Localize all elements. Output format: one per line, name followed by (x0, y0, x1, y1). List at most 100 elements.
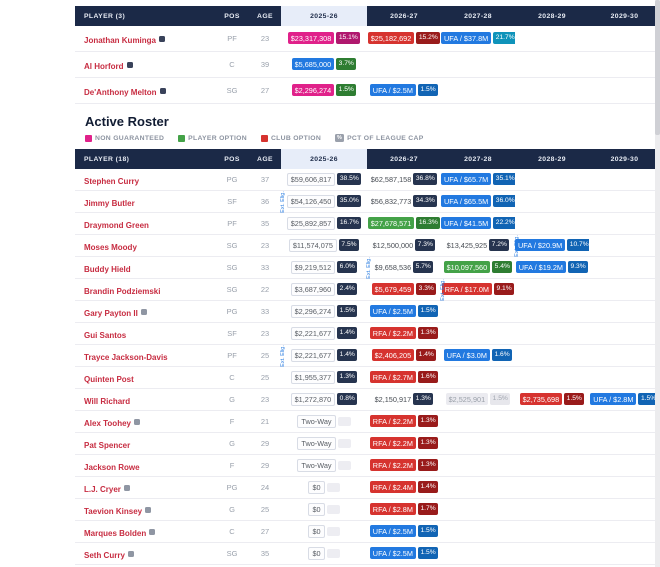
pos-cell: SG (215, 256, 249, 279)
pending-players-table: PLAYER (3) POS AGE 2025-26 2026-27 2027-… (75, 6, 660, 104)
salary-value: $0 (308, 546, 325, 560)
salary-cell-empty (515, 212, 589, 235)
pct-badge: 1.5% (337, 305, 358, 318)
player-link[interactable]: Stephen Curry (84, 176, 140, 186)
player-link[interactable]: Trayce Jackson-Davis (84, 352, 168, 362)
player-cell: Gary Payton II (75, 300, 215, 323)
col-header-player[interactable]: PLAYER (18) (75, 149, 215, 169)
player-link[interactable]: L.J. Cryer (84, 484, 121, 494)
col-header-age[interactable]: AGE (249, 149, 281, 169)
pct-badge: 6.0% (337, 261, 358, 274)
col-header-year-2029-30[interactable]: 2029-30 (589, 149, 660, 169)
player-link[interactable]: Marques Bolden (84, 528, 147, 538)
player-option-swatch (178, 134, 186, 142)
salary-cell-empty (441, 476, 515, 499)
salary-value: Two-Way (297, 436, 336, 450)
player-link[interactable]: Seth Curry (84, 550, 125, 560)
table-row: Gary Payton II PG 33 $2,296,274 1.5% UFA … (75, 300, 660, 323)
salary-value: $25,892,857 (286, 216, 336, 230)
player-link[interactable]: Taevion Kinsey (84, 506, 143, 516)
salary-cell: $2,525,901 1.5% (441, 388, 515, 411)
free-agent-badge: UFA / $2.5M (369, 84, 416, 97)
salary-cell: UFA / $2.5M 1.5% (367, 542, 441, 565)
pct-badge: 5.4% (492, 261, 513, 274)
pct-badge: 1.5% (336, 84, 357, 97)
table-row: Seth Curry SG 35 $0 UFA / $2.5M 1.5% (75, 542, 660, 565)
col-header-year-2029-30[interactable]: 2029-30 (589, 6, 660, 26)
col-header-year-2028-29[interactable]: 2028-29 (515, 6, 589, 26)
salary-cell-empty (515, 520, 589, 543)
col-header-year-2028-29[interactable]: 2028-29 (515, 149, 589, 169)
col-header-year-2025-26[interactable]: 2025-26 (281, 149, 367, 169)
player-link[interactable]: Buddy Hield (84, 264, 131, 274)
player-link[interactable]: Brandin Podziemski (84, 286, 161, 296)
player-cell: Jimmy Butler (75, 190, 215, 213)
salary-cell: RFA / $2.2M 1.3% (367, 454, 441, 477)
free-agent-badge: RFA / $2.2M (369, 437, 416, 450)
player-link[interactable]: Jonathan Kuminga (84, 35, 157, 45)
salary-cell-empty (441, 498, 515, 521)
salary-value: $27,678,571 (367, 217, 415, 230)
free-agent-badge: RFA / $2.7M (369, 371, 416, 384)
col-header-player[interactable]: PLAYER (3) (75, 6, 215, 26)
salary-cell-empty (515, 169, 589, 191)
pct-badge: 1.5% (417, 84, 439, 97)
col-header-year-2027-28[interactable]: 2027-28 (441, 6, 515, 26)
pct-badge: 38.5% (337, 173, 362, 186)
table-row: Brandin Podziemski SG 22 $3,687,960 2.4% … (75, 278, 660, 301)
player-link[interactable]: De'Anthony Melton (84, 87, 157, 97)
table-row: Moses Moody SG 23 $11,574,075 7.5% $12,50… (75, 234, 660, 257)
table-row: Alex Toohey F 21 Two-Way RFA / $2.2M 1.3% (75, 410, 660, 433)
pct-badge: 1.4% (416, 349, 437, 362)
table-row: Will Richard G 23 $1,272,870 0.8% $2,150,… (75, 388, 660, 411)
col-header-age[interactable]: AGE (249, 6, 281, 26)
col-header-pos[interactable]: POS (215, 149, 249, 169)
salary-cell: $5,679,459 3.3% (367, 278, 441, 301)
scrollbar-track[interactable] (655, 0, 660, 567)
player-link[interactable]: Jackson Rowe (84, 462, 140, 472)
salary-cell: $1,272,870 0.8% (281, 388, 367, 411)
salary-cell: $59,606,817 38.5% (281, 169, 367, 191)
pos-cell: F (215, 410, 249, 433)
age-cell: 33 (249, 300, 281, 323)
pct-badge: 1.7% (417, 503, 439, 516)
player-link[interactable]: Will Richard (84, 396, 131, 406)
free-agent-badge: RFA / $2.2M (369, 415, 416, 428)
col-header-year-2026-27[interactable]: 2026-27 (367, 6, 441, 26)
player-cell: Alex Toohey (75, 410, 215, 433)
scrollbar-thumb[interactable] (655, 0, 660, 135)
salary-cell-empty (515, 366, 589, 389)
table-row: Jimmy Butler SF 36 Ext. Elig. $54,126,450… (75, 190, 660, 213)
table-row: Stephen Curry PG 37 $59,606,817 38.5% $62… (75, 169, 660, 191)
player-link[interactable]: Moses Moody (84, 242, 137, 252)
player-link[interactable]: Pat Spencer (84, 440, 131, 450)
player-link[interactable]: Draymond Green (84, 220, 149, 230)
pct-badge: 34.3% (413, 195, 438, 208)
col-header-pos[interactable]: POS (215, 6, 249, 26)
pct-badge: 7.5% (338, 239, 360, 252)
player-link[interactable]: Quinten Post (84, 374, 134, 384)
age-cell: 29 (249, 432, 281, 455)
col-header-year-2027-28[interactable]: 2027-28 (441, 149, 515, 169)
free-agent-badge: RFA / $2.4M (369, 481, 416, 494)
pct-badge: 3.7% (336, 58, 357, 71)
player-link[interactable]: Gary Payton II (84, 308, 138, 318)
table-row: Al Horford C 39 $5,685,000 3.7% (75, 51, 660, 78)
pct-badge-empty (326, 548, 340, 558)
player-link[interactable]: Gui Santos (84, 330, 127, 340)
pos-cell: C (215, 51, 249, 78)
player-link[interactable]: Jimmy Butler (84, 198, 135, 208)
col-header-year-2026-27[interactable]: 2026-27 (367, 149, 441, 169)
col-header-year-2025-26[interactable]: 2025-26 (281, 6, 367, 26)
player-link[interactable]: Al Horford (84, 61, 124, 71)
player-link[interactable]: Alex Toohey (84, 418, 131, 428)
salary-cell: $3,687,960 2.4% (281, 278, 367, 301)
pct-badge: 21.7% (493, 32, 518, 45)
age-cell: 27 (249, 77, 281, 104)
player-cell: Gui Santos (75, 322, 215, 345)
pct-badge: 1.3% (417, 327, 439, 340)
player-cell: Buddy Hield (75, 256, 215, 279)
player-cell: De'Anthony Melton (75, 77, 215, 104)
table-row: De'Anthony Melton SG 27 $2,296,274 1.5% U… (75, 77, 660, 104)
age-cell: 36 (249, 190, 281, 213)
